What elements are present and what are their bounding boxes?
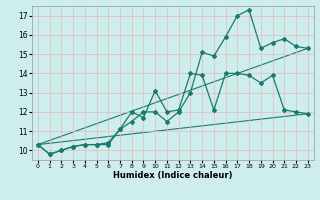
- X-axis label: Humidex (Indice chaleur): Humidex (Indice chaleur): [113, 171, 233, 180]
